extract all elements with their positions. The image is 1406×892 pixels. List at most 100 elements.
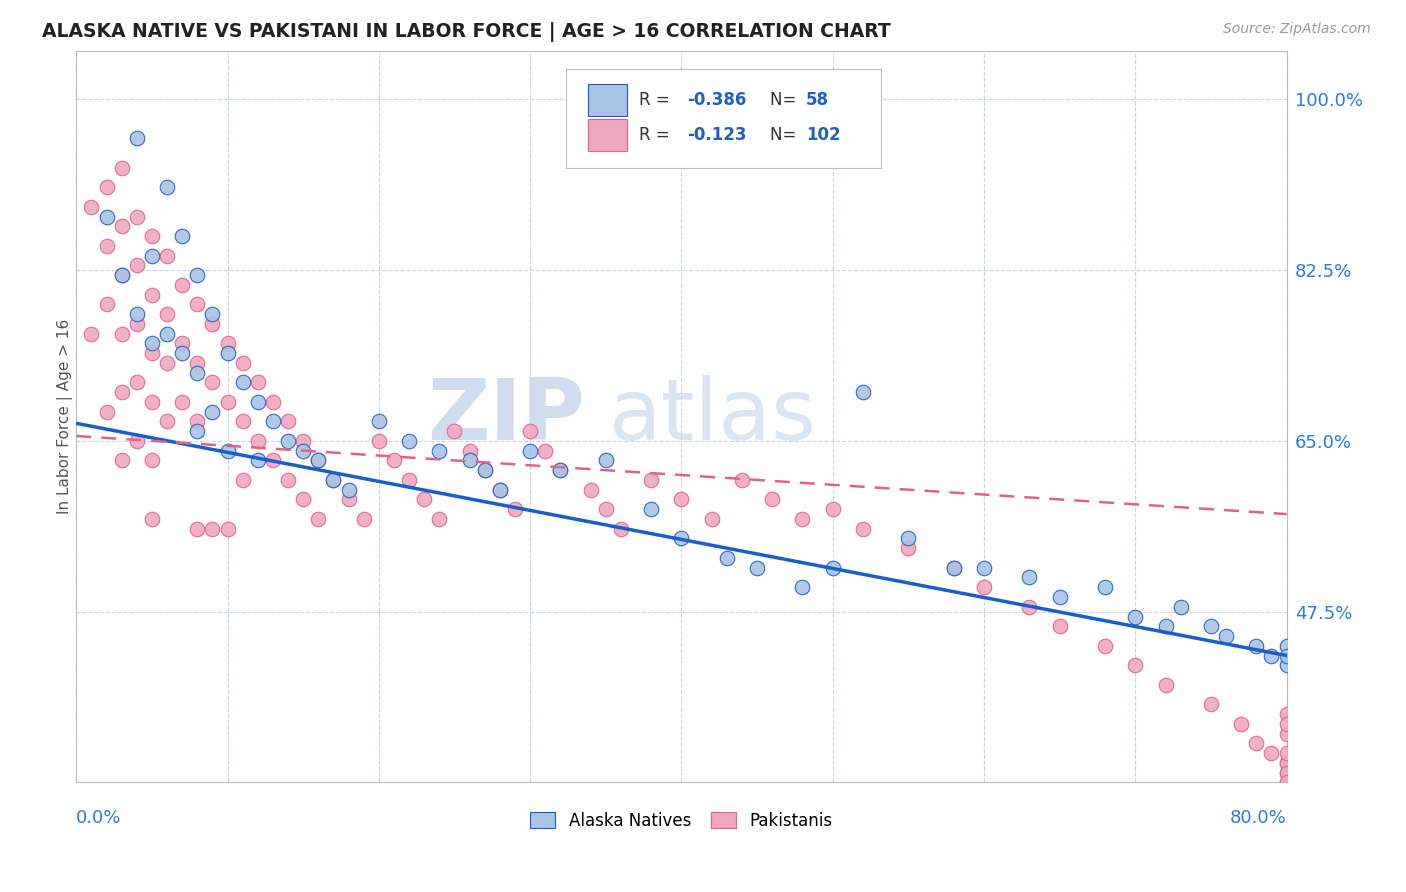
Point [141, 395, 163, 409]
Point [595, 453, 617, 467]
Point [186, 268, 208, 282]
Point [307, 512, 329, 526]
Point [217, 395, 239, 409]
Point [1123, 658, 1146, 673]
Point [156, 326, 179, 341]
Text: N=: N= [769, 91, 801, 109]
Text: R =: R = [640, 126, 675, 144]
Point [382, 453, 405, 467]
Point [125, 307, 148, 321]
Point [186, 414, 208, 428]
Point [277, 414, 299, 428]
Point [821, 502, 844, 516]
Point [186, 297, 208, 311]
Point [277, 473, 299, 487]
Point [125, 131, 148, 145]
Point [671, 492, 693, 507]
Point [262, 414, 284, 428]
Legend: Alaska Natives, Pakistanis: Alaska Natives, Pakistanis [523, 805, 839, 836]
Point [731, 473, 754, 487]
Point [640, 473, 662, 487]
Point [96, 239, 118, 253]
Point [111, 453, 134, 467]
Point [111, 326, 134, 341]
Point [172, 395, 194, 409]
Point [172, 336, 194, 351]
Point [141, 512, 163, 526]
Point [125, 210, 148, 224]
Text: atlas: atlas [609, 375, 817, 458]
Point [519, 443, 541, 458]
Point [292, 443, 315, 458]
Point [217, 336, 239, 351]
Point [1260, 746, 1282, 760]
FancyBboxPatch shape [588, 119, 627, 151]
Point [201, 317, 224, 331]
Point [322, 473, 344, 487]
Point [246, 453, 269, 467]
Point [367, 434, 389, 448]
Point [1018, 570, 1040, 584]
Point [1275, 648, 1298, 663]
Point [519, 424, 541, 438]
Point [973, 580, 995, 594]
Point [595, 502, 617, 516]
Point [503, 502, 526, 516]
Point [1275, 716, 1298, 731]
Text: 0.0%: 0.0% [76, 808, 122, 827]
Point [141, 248, 163, 262]
Point [125, 376, 148, 390]
Point [277, 434, 299, 448]
Point [792, 580, 814, 594]
Point [1154, 678, 1177, 692]
Point [201, 522, 224, 536]
Point [550, 463, 572, 477]
Point [897, 532, 920, 546]
Point [1215, 629, 1237, 643]
Point [80, 326, 103, 341]
Point [80, 200, 103, 214]
Text: 58: 58 [806, 91, 830, 109]
Point [1094, 639, 1116, 653]
Point [1275, 746, 1298, 760]
Point [186, 356, 208, 370]
Point [111, 385, 134, 400]
Point [353, 512, 375, 526]
Point [125, 434, 148, 448]
Point [246, 376, 269, 390]
Point [458, 443, 481, 458]
Point [821, 560, 844, 574]
Point [172, 277, 194, 292]
Point [172, 229, 194, 244]
Point [337, 492, 360, 507]
Point [398, 473, 420, 487]
Point [942, 560, 965, 574]
Point [201, 307, 224, 321]
Point [186, 366, 208, 380]
Text: -0.123: -0.123 [688, 126, 747, 144]
Point [413, 492, 436, 507]
Point [1275, 658, 1298, 673]
Point [156, 248, 179, 262]
Point [852, 385, 875, 400]
Point [232, 356, 254, 370]
Point [96, 180, 118, 194]
Text: ZIP: ZIP [427, 375, 585, 458]
Point [111, 268, 134, 282]
Point [1170, 599, 1192, 614]
Point [640, 502, 662, 516]
Text: R =: R = [640, 91, 675, 109]
Point [610, 522, 633, 536]
Point [1049, 590, 1071, 604]
Point [141, 229, 163, 244]
Point [141, 453, 163, 467]
Point [474, 463, 496, 477]
Point [246, 395, 269, 409]
Point [761, 492, 783, 507]
Point [1123, 609, 1146, 624]
Point [1199, 619, 1222, 633]
Point [489, 483, 512, 497]
Point [398, 434, 420, 448]
Point [671, 532, 693, 546]
Point [307, 453, 329, 467]
